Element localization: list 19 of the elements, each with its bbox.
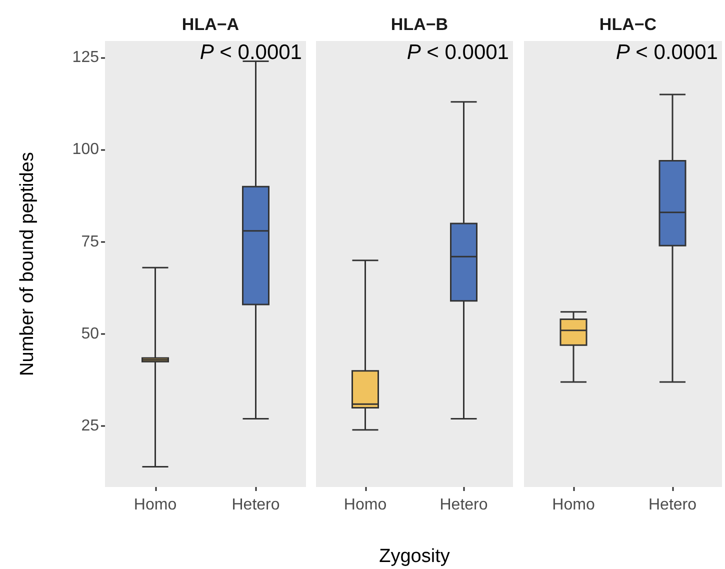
y-axis-title: Number of bound peptides (17, 152, 38, 376)
chart-title: HLA−B (390, 15, 448, 34)
y-tick-label: 50 (81, 326, 100, 343)
annotation: P < 0.0001 (200, 41, 302, 64)
x-tick-label: Homo (134, 496, 177, 514)
annotation: P < 0.0001 (406, 41, 509, 64)
x-tick-label: Hetero (440, 496, 488, 514)
annotation: P < 0.0001 (616, 41, 718, 64)
x-tick-label: Hetero (232, 496, 280, 514)
chart-title: HLA−A (182, 15, 240, 34)
x-tick-label: Hetero (648, 496, 697, 514)
x-tick-label: Homo (552, 496, 595, 514)
y-tick-label: 25 (81, 418, 100, 435)
x-axis-title: Zygosity (379, 546, 450, 567)
x-tick-label: Homo (344, 496, 387, 514)
y-tick-label: 100 (72, 141, 100, 158)
y-tick-label: 125 (72, 49, 100, 66)
y-tick-label: 75 (81, 233, 100, 250)
chart-title: HLA−C (599, 15, 657, 34)
